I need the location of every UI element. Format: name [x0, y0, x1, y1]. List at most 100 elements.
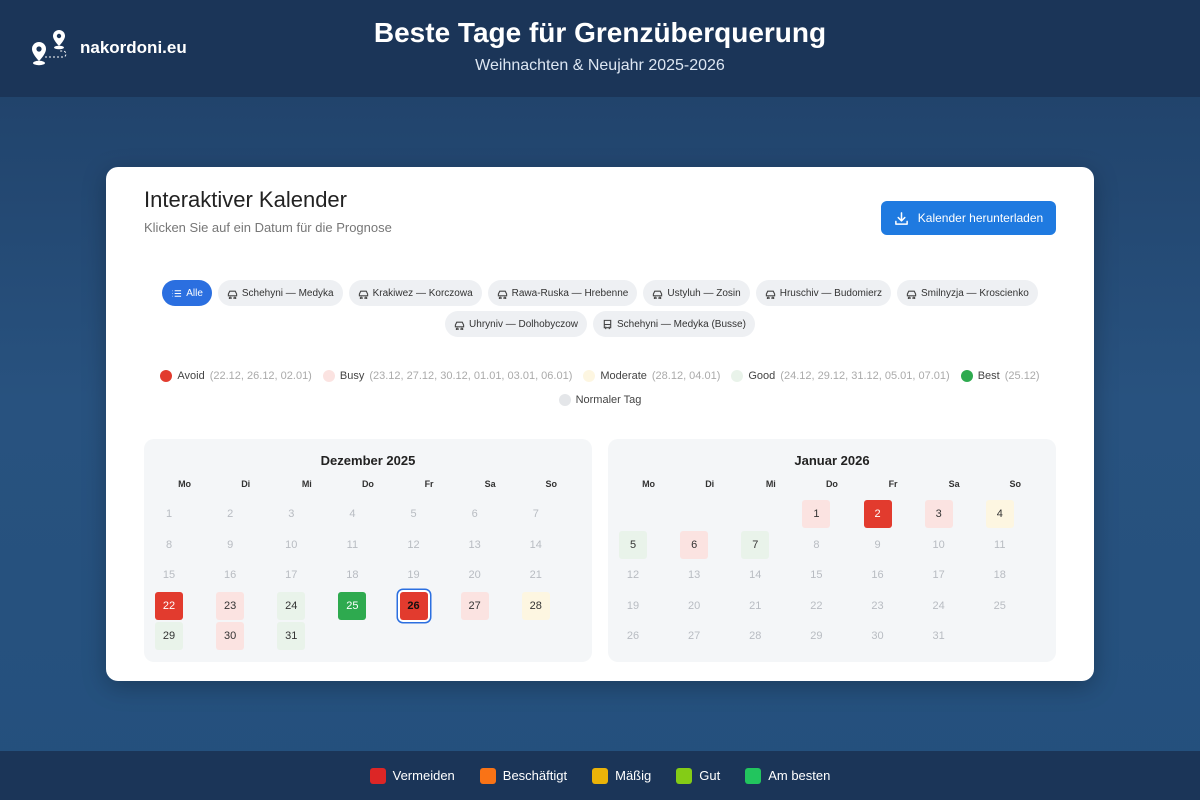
legend-dates: (22.12, 26.12, 02.01): [209, 370, 312, 382]
calendar-day[interactable]: 11: [994, 538, 1006, 551]
calendar-day[interactable]: 5: [410, 508, 417, 520]
card-title: Interaktiver Kalender: [144, 187, 347, 212]
calendar-day[interactable]: 20: [468, 569, 481, 582]
filter-chip[interactable]: Schehyni — Medyka: [217, 280, 343, 306]
calendar-day[interactable]: 12: [626, 569, 640, 582]
calendar-day[interactable]: 31: [932, 630, 945, 643]
calendar-day[interactable]: 25: [338, 591, 367, 620]
calendar-day[interactable]: 20: [688, 599, 701, 612]
day-cell: 20: [679, 591, 740, 622]
calendar-day[interactable]: 8: [165, 538, 173, 551]
footer-legend-label: Vermeiden: [392, 768, 455, 783]
footer-legend-label: Gut: [699, 768, 721, 783]
weekday-header: Sa: [484, 479, 496, 489]
calendar-day[interactable]: 26: [399, 591, 428, 620]
calendar-day[interactable]: 18: [346, 569, 359, 582]
calendar-day[interactable]: 11: [346, 538, 359, 551]
calendar-day[interactable]: 24: [932, 599, 945, 612]
list-icon: [172, 289, 182, 297]
calendar-day[interactable]: 29: [155, 622, 183, 651]
month-title: Januar 2026: [794, 453, 870, 468]
calendar-day[interactable]: 19: [407, 569, 420, 582]
calendar-day[interactable]: 5: [619, 530, 647, 559]
calendar-day[interactable]: 14: [749, 569, 762, 582]
calendar-day[interactable]: 8: [813, 538, 820, 551]
weekday-header: Do: [825, 479, 838, 489]
calendar-day[interactable]: 28: [521, 591, 550, 620]
filter-chip[interactable]: Krakiwez — Korczowa: [348, 280, 482, 306]
calendar-day[interactable]: 31: [277, 622, 306, 651]
calendar-day[interactable]: 7: [532, 508, 539, 520]
day-cell: 13: [460, 530, 521, 561]
calendar-day[interactable]: 27: [460, 591, 489, 620]
calendar-day[interactable]: 6: [471, 508, 478, 520]
calendar-day[interactable]: 21: [749, 599, 762, 612]
calendar-day[interactable]: 26: [626, 630, 640, 643]
day-cell: 22: [801, 591, 862, 622]
calendar-day[interactable]: 1: [802, 500, 831, 528]
filter-chip[interactable]: Smilnyzja — Kroscienko: [896, 280, 1038, 306]
day-cell: 16: [863, 560, 924, 591]
calendar-day[interactable]: 3: [924, 500, 953, 528]
calendar-day[interactable]: 9: [874, 538, 881, 551]
filter-chip[interactable]: Alle: [162, 280, 212, 306]
calendar-day[interactable]: 22: [810, 599, 823, 612]
calendar-day[interactable]: 22: [155, 591, 183, 620]
calendar-day[interactable]: 14: [529, 538, 542, 551]
legend-label: Good: [748, 370, 776, 382]
calendar-day[interactable]: 23: [216, 591, 245, 620]
brand-logo[interactable]: nakordoni.eu: [30, 30, 187, 66]
calendar-day[interactable]: 27: [688, 630, 701, 643]
calendar-day[interactable]: 12: [407, 538, 420, 551]
calendar-day[interactable]: 2: [863, 500, 892, 528]
calendar-day[interactable]: 23: [871, 599, 884, 612]
calendar-day[interactable]: 7: [741, 530, 770, 559]
calendar-day[interactable]: 17: [932, 569, 945, 582]
filter-chip[interactable]: Rawa-Ruska — Hrebenne: [487, 280, 638, 306]
calendar-day[interactable]: 18: [993, 569, 1006, 582]
filter-chip[interactable]: Hruschiv — Budomierz: [755, 280, 891, 306]
calendar-day[interactable]: 15: [162, 569, 176, 582]
calendar-day[interactable]: 25: [993, 599, 1006, 612]
day-cell: 6: [679, 530, 740, 561]
weekday-header: Mi: [301, 479, 312, 489]
calendar-day[interactable]: 28: [749, 630, 762, 643]
calendar-day[interactable]: 2: [227, 508, 234, 520]
filter-chip-label: Alle: [186, 287, 203, 299]
calendar-day[interactable]: 13: [468, 538, 481, 551]
day-cell: 26: [618, 621, 679, 652]
calendar-day[interactable]: 9: [227, 538, 234, 551]
calendar-day[interactable]: 29: [810, 630, 823, 643]
calendar-day[interactable]: 10: [932, 538, 945, 551]
filter-chip[interactable]: Uhryniv — Dolhobyczow: [445, 311, 587, 337]
calendar-day[interactable]: 3: [288, 508, 295, 520]
filter-chip-label: Schehyni — Medyka (Busse): [616, 318, 746, 330]
filter-chip[interactable]: Schehyni — Medyka (Busse): [592, 311, 755, 337]
calendar-day[interactable]: 16: [224, 569, 237, 582]
download-calendar-button[interactable]: Kalender herunterladen: [881, 201, 1056, 235]
day-cell: 1: [801, 499, 862, 530]
day-cell: 21: [740, 591, 801, 622]
calendar-day[interactable]: 10: [285, 538, 298, 551]
calendar-day[interactable]: 4: [985, 500, 1014, 528]
legend-dot: [558, 394, 571, 406]
filter-chip[interactable]: Ustyluh — Zosin: [643, 280, 750, 306]
calendar-day[interactable]: 1: [165, 508, 173, 520]
day-cell: 25: [337, 591, 398, 622]
calendar-day[interactable]: 17: [285, 569, 298, 582]
day-cell: 5: [399, 499, 460, 530]
calendar-day[interactable]: 21: [529, 569, 542, 582]
calendar-day[interactable]: 24: [277, 591, 306, 620]
calendar-day[interactable]: 13: [688, 569, 701, 582]
calendar-day[interactable]: 19: [626, 599, 640, 612]
calendar-day[interactable]: 30: [871, 630, 884, 643]
calendar-day[interactable]: 16: [871, 569, 884, 582]
calendar-day[interactable]: 15: [810, 569, 823, 582]
legend-label: Busy: [339, 370, 365, 382]
day-cell: 25: [985, 591, 1046, 622]
day-cell: 28: [740, 621, 801, 652]
day-cell: 2: [215, 499, 276, 530]
calendar-day[interactable]: 30: [216, 622, 245, 651]
calendar-day[interactable]: 4: [349, 508, 356, 520]
calendar-day[interactable]: 6: [680, 530, 709, 559]
